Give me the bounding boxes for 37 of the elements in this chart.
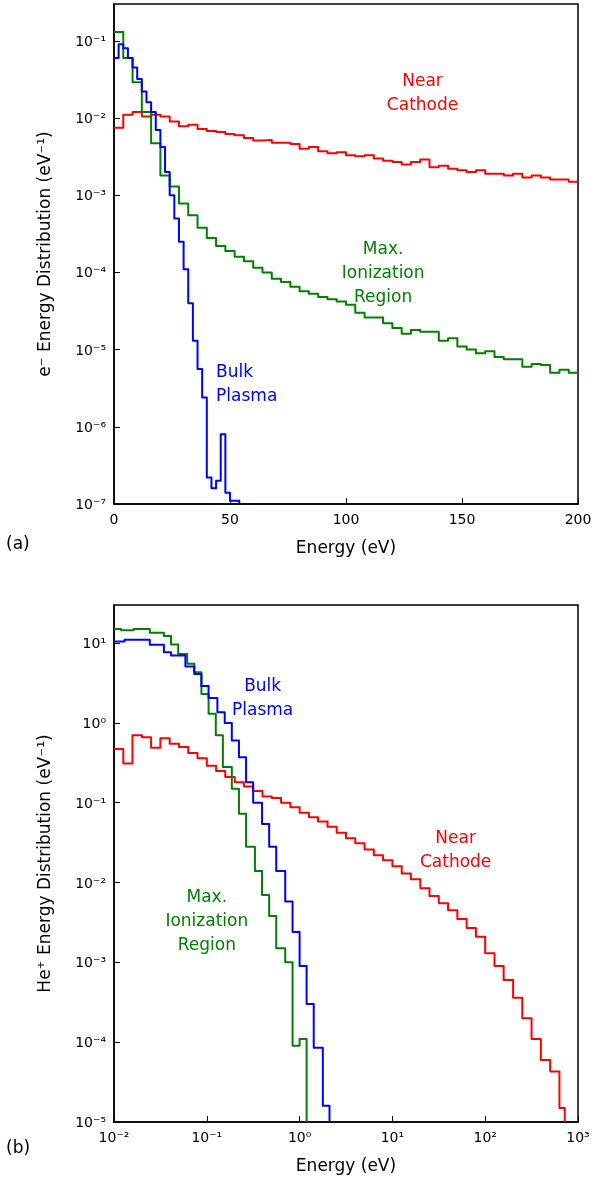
series-label: Near Cathode xyxy=(419,827,492,872)
y-tick-label: 10⁻² xyxy=(75,110,106,127)
y-tick-label: 10⁻¹ xyxy=(75,32,106,49)
series-label: Bulk Plasma xyxy=(232,675,294,720)
x-tick-label: 10⁰ xyxy=(287,1129,312,1145)
text: (a) xyxy=(6,532,30,553)
y-axis-title: He⁺ Energy Distribution (eV⁻¹) xyxy=(33,734,54,993)
x-tick-label: 10³ xyxy=(566,1129,590,1145)
y-tick-label: 10⁻⁶ xyxy=(75,418,107,435)
text: Near Cathode xyxy=(386,69,459,114)
text: (b) xyxy=(6,1136,31,1157)
y-axis-title: e⁻ Energy Distribution (eV⁻¹) xyxy=(33,131,54,377)
y-tick-label: 10⁰ xyxy=(82,714,107,731)
y-tick-label: 10⁻² xyxy=(75,874,106,891)
y-tick-label: 10⁻⁷ xyxy=(75,496,106,512)
series-label: Max. Ionization Region xyxy=(341,238,425,307)
x-tick-label: 10⁻¹ xyxy=(191,1129,223,1145)
x-tick-label: 50 xyxy=(221,511,239,527)
x-tick-label: 10² xyxy=(473,1129,497,1145)
series-label: Max. Ionization Region xyxy=(165,885,249,954)
x-axis-title: Energy (eV) xyxy=(295,536,397,557)
y-tick-label: 10⁻³ xyxy=(75,187,106,204)
x-tick-label: 10⁻² xyxy=(98,1129,130,1145)
y-tick-label: 10⁻⁵ xyxy=(75,341,106,358)
y-tick-label: 10⁻¹ xyxy=(75,794,106,811)
series-label: Bulk Plasma xyxy=(216,360,278,405)
x-axis-title: Energy (eV) xyxy=(295,1154,397,1175)
y-tick-label: 10⁻³ xyxy=(75,954,106,971)
y-tick-label: 10¹ xyxy=(82,635,106,652)
x-tick-label: 100 xyxy=(332,511,360,527)
y-tick-label: 10⁻⁴ xyxy=(75,264,107,281)
x-tick-label: 150 xyxy=(448,511,476,527)
x-tick-label: 10¹ xyxy=(380,1129,405,1145)
x-tick-label: 0 xyxy=(109,511,119,527)
y-tick-label: 10⁻⁴ xyxy=(75,1034,107,1051)
x-tick-label: 200 xyxy=(564,511,592,527)
y-tick-label: 10⁻⁵ xyxy=(75,1114,106,1130)
